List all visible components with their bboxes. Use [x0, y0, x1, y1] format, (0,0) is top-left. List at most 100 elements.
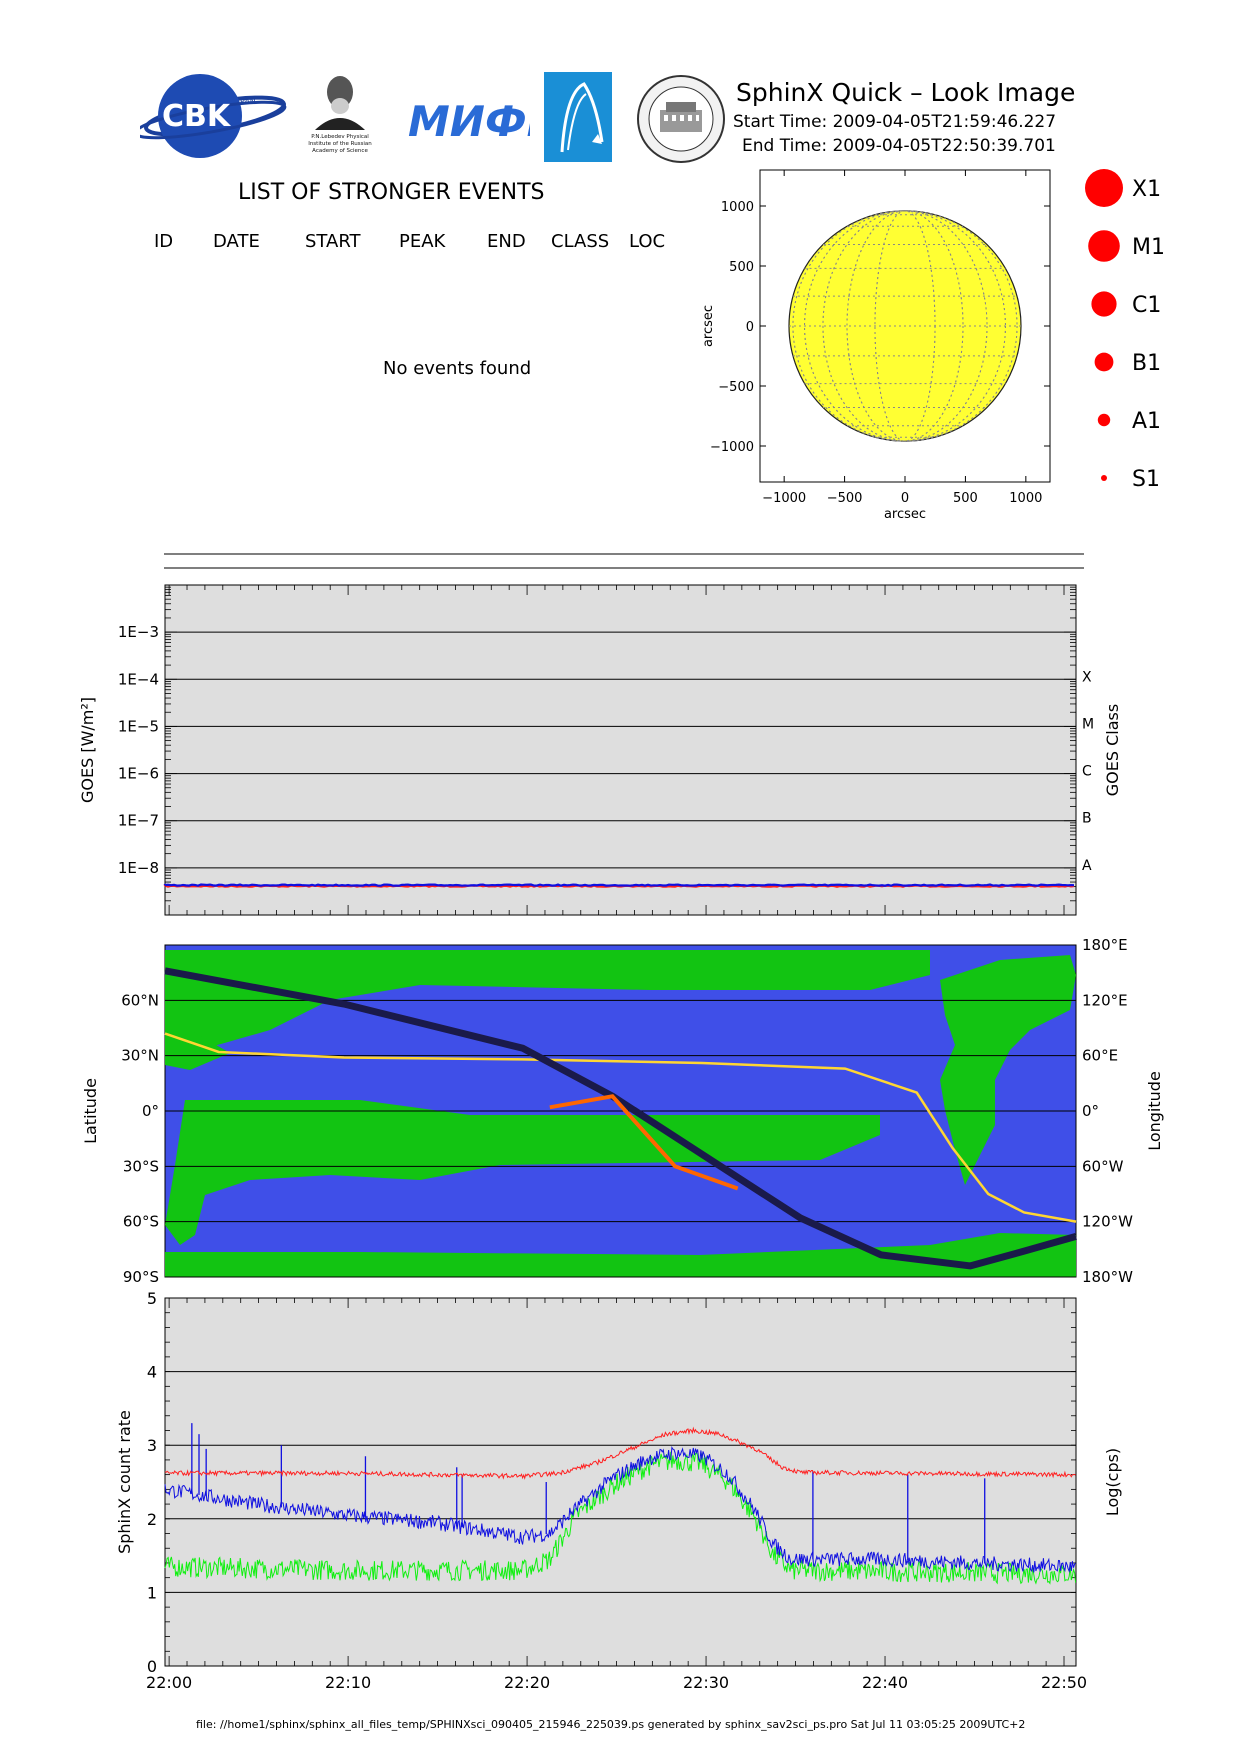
y-axis-label: Latitude	[81, 1078, 100, 1144]
y-tick-label: −500	[718, 380, 754, 395]
y-tick-label: 3	[147, 1436, 157, 1455]
y2-tick-label: 180°E	[1082, 936, 1128, 954]
y-tick-label: 30°N	[121, 1047, 159, 1065]
mifi-logo: МИФИ	[408, 97, 530, 146]
footer-file-info: file: //home1/sphinx/sphinx_all_files_te…	[196, 1718, 1026, 1731]
events-col-loc: LOC	[629, 231, 666, 252]
sphinx-count-rate-chart: 01234522:0022:1022:2022:3022:4022:50Star…	[115, 1290, 1122, 1690]
y-tick-label: 1000	[721, 200, 754, 215]
orbit-track	[164, 967, 1077, 1270]
events-col-class: CLASS	[551, 231, 610, 252]
x-tick-label: −1000	[762, 491, 806, 506]
map-landmass	[165, 950, 930, 1050]
university-seal	[637, 75, 725, 163]
events-col-start: START	[305, 231, 361, 252]
svg-text:P.N.Lebedev Physical: P.N.Lebedev Physical	[311, 134, 369, 140]
flare-class-marker	[1088, 230, 1120, 262]
y-tick-label: 0	[147, 1657, 157, 1676]
y-tick-label: 60°S	[123, 1213, 159, 1231]
start-time: Start Time: 2009-04-05T21:59:46.227	[733, 112, 1057, 132]
y-tick-label: 5	[147, 1290, 157, 1308]
x-tick-label: 1000	[1009, 491, 1042, 506]
cbk-logo: CBK PAN	[140, 74, 287, 158]
goes-class-label: X	[1082, 669, 1092, 685]
y2-tick-label: 60°E	[1082, 1047, 1118, 1065]
y-tick-label: 500	[729, 260, 754, 275]
y-tick-label: 1E−5	[118, 717, 159, 735]
x-tick-label: 22:40	[862, 1673, 908, 1690]
y-tick-label: 0°	[142, 1102, 159, 1120]
events-title: LIST OF STRONGER EVENTS	[238, 180, 545, 205]
lebedev-logo: P.N.Lebedev Physical Institute of the Ru…	[308, 72, 372, 154]
events-col-end: END	[487, 231, 526, 252]
y-tick-label: 1E−4	[118, 670, 159, 688]
y-tick-label: 30°S	[123, 1157, 159, 1175]
goes-series-blue	[163, 883, 1075, 887]
flare-class-label: B1	[1132, 351, 1161, 376]
y2-axis-label: Log(cps)	[1103, 1448, 1122, 1516]
y-tick-label: 1E−7	[118, 812, 159, 830]
y2-tick-label: 120°W	[1082, 1213, 1133, 1231]
svg-text:Institute of the Russian: Institute of the Russian	[308, 141, 372, 147]
flare-class-marker	[1097, 413, 1111, 427]
y-axis-label: GOES [W/m²]	[78, 697, 97, 803]
y2-tick-label: 120°E	[1082, 991, 1128, 1009]
cbk-logo-subtext: PAN	[240, 97, 256, 106]
y-tick-label: 0	[746, 320, 754, 335]
flare-class-label: M1	[1132, 235, 1165, 260]
flare-class-marker	[1091, 291, 1117, 317]
events-empty-message: No events found	[383, 358, 532, 379]
longitude-gridline	[874, 210, 936, 442]
flare-class-legend: X1 M1 C1 B1 A1 S1	[1085, 169, 1165, 492]
longitude-gridline	[846, 210, 964, 442]
orbit-map-chart: 60°N 30°N 0° 30°S 60°S 90°S 180°E 120°E 60°E 0° 60…	[81, 936, 1164, 1286]
x-tick-label: 0	[901, 491, 909, 506]
y-axis-label: SphinX count rate	[115, 1410, 134, 1554]
flare-class-label: X1	[1132, 177, 1161, 202]
y-tick-label: 1	[147, 1583, 157, 1602]
flare-class-label: C1	[1132, 293, 1161, 318]
goes-flux-chart: 1E−3 1E−4 1E−5 1E−6 1E−7 1E−8 X M C B A GOES [W/m²]…	[78, 584, 1122, 916]
x-tick-label: 22:20	[504, 1673, 550, 1690]
longitude-gridline	[804, 210, 1006, 442]
flare-class-label: S1	[1132, 467, 1160, 492]
map-landmass	[165, 1100, 880, 1245]
flare-class-marker	[1085, 169, 1123, 207]
y-tick-label: 1E−6	[118, 765, 159, 783]
goes-class-label: B	[1082, 811, 1092, 827]
cbk-logo-text: CBK	[162, 99, 232, 134]
x-tick-label: 22:50	[1041, 1673, 1087, 1690]
y2-axis-label: Longitude	[1145, 1071, 1164, 1151]
x-tick-label: 22:10	[325, 1673, 371, 1690]
events-col-peak: PEAK	[399, 231, 446, 252]
orbit-track-highlight	[549, 1094, 739, 1191]
y-tick-label: −1000	[710, 440, 754, 455]
x-tick-label: 500	[953, 491, 978, 506]
goes-plot-frame	[164, 584, 1077, 916]
y2-tick-label: 60°W	[1082, 1157, 1124, 1175]
events-col-date: DATE	[213, 231, 260, 252]
flare-class-label: A1	[1132, 409, 1161, 434]
x-tick-label: 22:30	[683, 1673, 729, 1690]
solar-disk-chart: −1000 −500 0 500 1000 −1000 −500 0 500 1000 arcsec…	[701, 169, 1051, 522]
comet-logo	[544, 72, 612, 162]
mifi-logo-text: МИФИ	[408, 97, 530, 146]
map-landmass	[165, 1233, 1076, 1277]
x-tick-label: 22:00	[146, 1673, 192, 1690]
goes-class-label: M	[1082, 716, 1094, 732]
flare-class-marker	[1094, 352, 1114, 372]
y-tick-label: 60°N	[121, 991, 159, 1009]
y-tick-label: 90°S	[123, 1268, 159, 1286]
events-col-id: ID	[154, 231, 174, 252]
svg-text:Academy of Science: Academy of Science	[312, 148, 368, 154]
map-landmass	[940, 955, 1076, 1185]
y-tick-label: 1E−3	[118, 623, 159, 641]
longitude-gridline	[822, 210, 988, 442]
x-axis-label: arcsec	[884, 507, 926, 522]
y-tick-label: 1E−8	[118, 859, 159, 877]
y-tick-label: 4	[147, 1363, 157, 1382]
y2-tick-label: 0°	[1082, 1102, 1099, 1120]
goes-class-label: A	[1082, 858, 1092, 874]
end-time: End Time: 2009-04-05T22:50:39.701	[742, 136, 1056, 156]
y2-tick-label: 180°W	[1082, 1268, 1133, 1286]
